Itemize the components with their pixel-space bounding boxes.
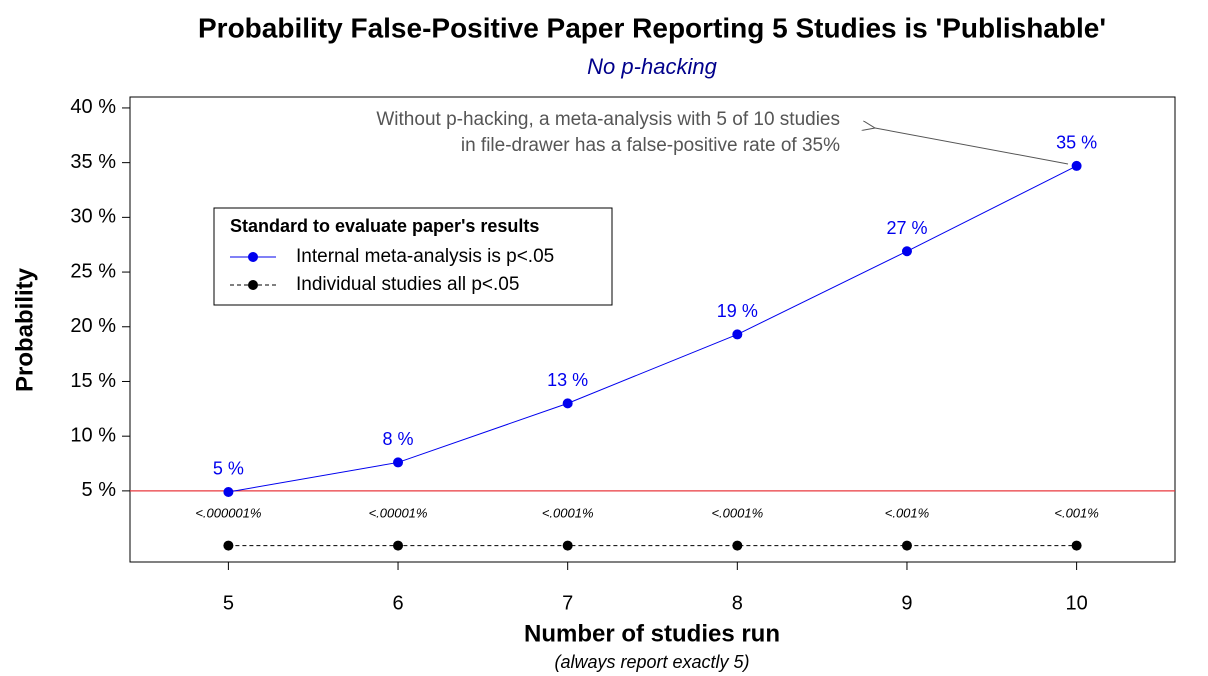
data-label: <.001% [1054, 505, 1098, 520]
data-label: <.0001% [711, 505, 763, 520]
x-tick-label: 5 [223, 592, 234, 614]
x-tick-label: 7 [562, 592, 573, 614]
x-tick-label: 6 [392, 592, 403, 614]
data-point [901, 540, 912, 551]
data-label: <.001% [885, 505, 929, 520]
data-label: 35 % [1056, 133, 1097, 153]
data-point [393, 540, 404, 551]
data-label: 19 % [717, 301, 758, 321]
data-point [223, 486, 234, 497]
data-point [1071, 160, 1082, 171]
y-tick-label: 15 % [70, 370, 116, 392]
data-point [393, 457, 404, 468]
legend-marker [248, 280, 258, 290]
data-label: 13 % [547, 370, 588, 390]
data-point [901, 246, 912, 257]
data-point [732, 540, 743, 551]
x-tick-label: 9 [901, 592, 912, 614]
plot-frame [129, 96, 1176, 563]
data-label: 8 % [383, 429, 414, 449]
data-point [223, 540, 234, 551]
x-axis-subtitle: (always report exactly 5) [554, 652, 749, 672]
legend-label: Internal meta-analysis is p<.05 [296, 246, 554, 267]
data-label: 27 % [886, 218, 927, 238]
data-point [1071, 540, 1082, 551]
data-label: <.0001% [542, 505, 594, 520]
legend-label: Individual studies all p<.05 [296, 274, 519, 295]
chart-subtitle: No p-hacking [587, 54, 717, 79]
x-tick-label: 10 [1065, 592, 1087, 614]
legend-marker [248, 252, 258, 262]
chart-title: Probability False-Positive Paper Reporti… [198, 12, 1106, 43]
y-axis-title: Probability [11, 267, 38, 392]
data-point [732, 329, 743, 340]
data-point [562, 398, 573, 409]
y-tick-label: 25 % [70, 260, 116, 282]
data-point [562, 540, 573, 551]
annotation: Without p-hacking, a meta-analysis with … [376, 109, 840, 130]
data-label: <.00001% [369, 505, 428, 520]
y-tick-label: 40 % [70, 96, 116, 118]
legend-title: Standard to evaluate paper's results [230, 216, 539, 236]
y-tick-label: 30 % [70, 206, 116, 228]
x-axis-title: Number of studies run [524, 620, 780, 647]
y-tick-label: 10 % [70, 424, 116, 446]
data-label: <.000001% [195, 505, 261, 520]
x-tick-label: 8 [732, 592, 743, 614]
annotation: in file-drawer has a false-positive rate… [461, 135, 840, 156]
data-label: 5 % [213, 459, 244, 479]
y-tick-label: 5 % [82, 479, 117, 501]
y-tick-label: 35 % [70, 151, 116, 173]
legend-box [213, 207, 613, 306]
y-tick-label: 20 % [70, 315, 116, 337]
annotation-arrow [875, 128, 1069, 165]
series-line [228, 165, 1077, 493]
